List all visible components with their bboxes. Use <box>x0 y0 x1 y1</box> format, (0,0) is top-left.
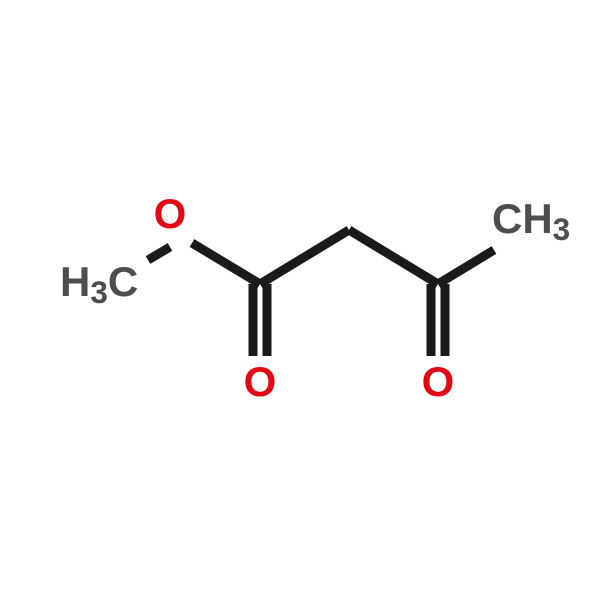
bond-c2-to-c3 <box>349 230 438 284</box>
bond-c1-to-c2 <box>260 230 349 284</box>
atom-ch3-left: H3C <box>60 258 138 310</box>
bond-oether-to-c1 <box>192 243 260 284</box>
atom-ch3-right: CH3 <box>492 195 570 247</box>
bond-ch3l-to-oether <box>148 247 170 260</box>
atom-o-carbonyl-1: O <box>244 358 277 405</box>
molecule-diagram: H3C O O O CH3 <box>0 0 600 600</box>
bond-c3-to-ch3r <box>438 250 494 284</box>
atom-o-carbonyl-2: O <box>422 358 455 405</box>
atom-o-ether: O <box>154 190 187 237</box>
